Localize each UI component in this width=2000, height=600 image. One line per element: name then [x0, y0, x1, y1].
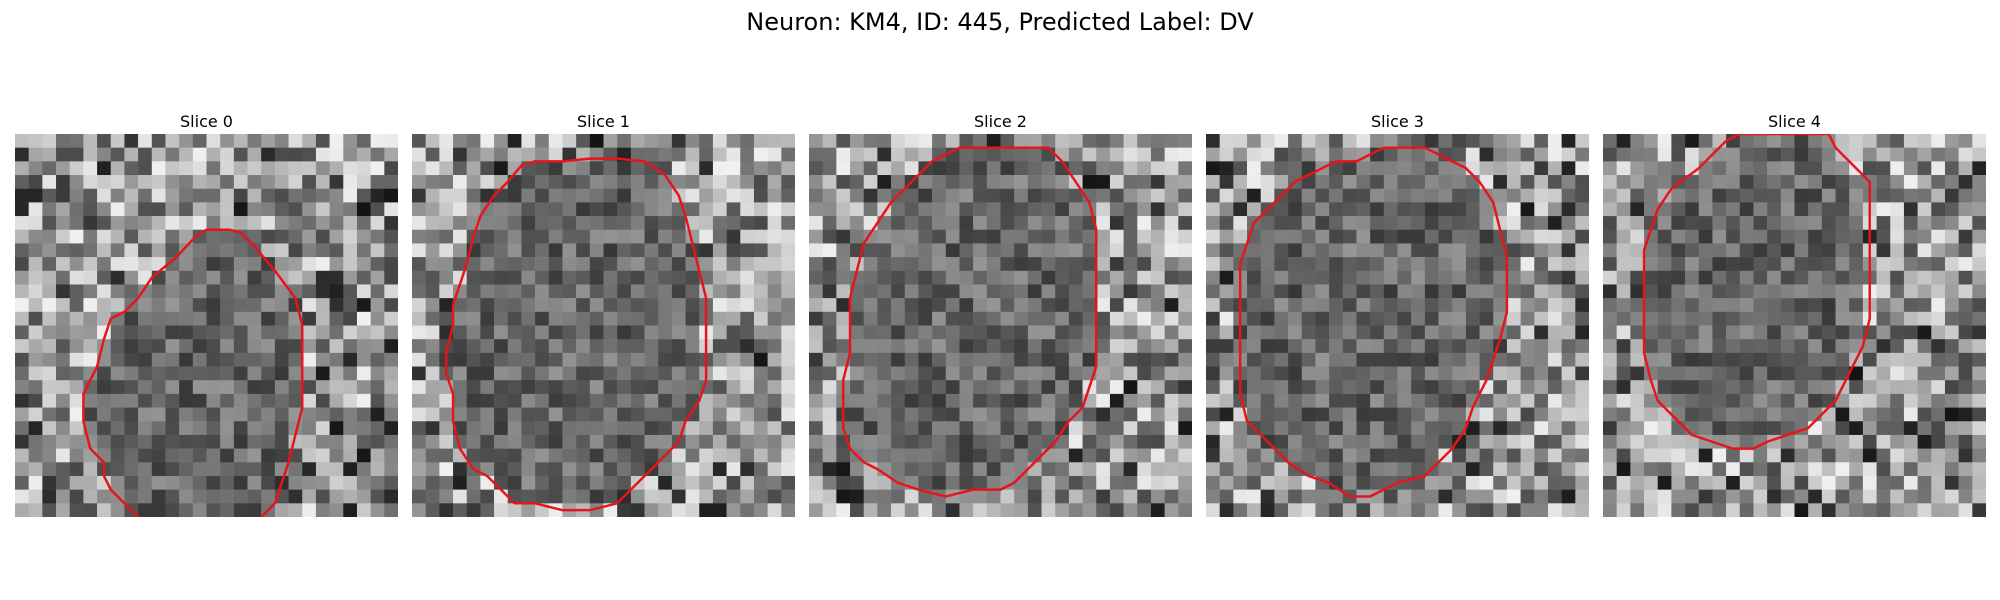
panel-title: Slice 0 [180, 112, 233, 131]
image-pixels [1603, 134, 1986, 517]
panel-slice-4: Slice 4 [1603, 110, 1986, 517]
neuron-contour [82, 228, 304, 517]
image-pixels [809, 134, 1192, 517]
neuron-contour [841, 146, 1098, 498]
panel-title: Slice 3 [1371, 112, 1424, 131]
panel-slice-3: Slice 3 [1206, 110, 1589, 517]
panel-title: Slice 4 [1768, 112, 1821, 131]
panel-title: Slice 1 [577, 112, 630, 131]
neuron-contour [444, 157, 708, 512]
panel-title: Slice 2 [974, 112, 1027, 131]
slice-image [809, 134, 1192, 517]
neuron-contour [1238, 146, 1509, 498]
panel-slice-2: Slice 2 [809, 110, 1192, 517]
image-pixels [412, 134, 795, 517]
image-pixels [15, 134, 398, 517]
figure-title: Neuron: KM4, ID: 445, Predicted Label: D… [746, 8, 1254, 36]
image-pixels [1206, 134, 1589, 517]
neuron-contour [1642, 134, 1871, 450]
panel-slice-0: Slice 0 [15, 110, 398, 517]
slice-image [412, 134, 795, 517]
slice-image [15, 134, 398, 517]
slice-image [1206, 134, 1589, 517]
panel-slice-1: Slice 1 [412, 110, 795, 517]
slice-image [1603, 134, 1986, 517]
